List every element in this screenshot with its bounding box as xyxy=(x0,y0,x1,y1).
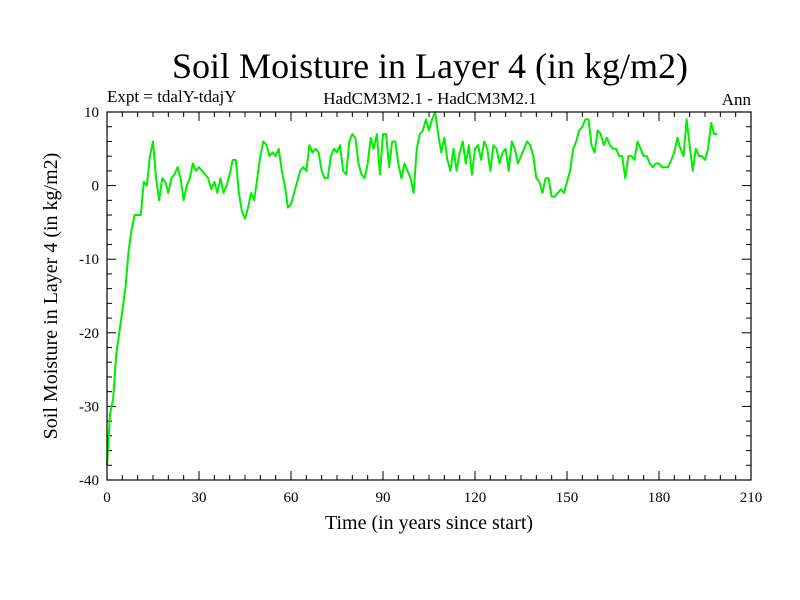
y-tick-label: -10 xyxy=(79,252,99,268)
experiment-label: Expt = tdalY-tdajY xyxy=(107,87,237,106)
x-tick-label: 210 xyxy=(740,490,763,506)
model-label: HadCM3M2.1 - HadCM3M2.1 xyxy=(323,89,536,108)
y-tick-label: -20 xyxy=(79,326,99,342)
x-axis-label: Time (in years since start) xyxy=(325,512,533,534)
axis-tick-labels: 0 30 60 90 120 150 180 210 -40 -30 -20 -10 0 10 xyxy=(79,105,762,506)
chart-title: Soil Moisture in Layer 4 (in kg/m2) xyxy=(172,46,688,86)
x-tick-label: 0 xyxy=(103,490,111,506)
y-tick-label: -30 xyxy=(79,399,99,415)
season-label: Ann xyxy=(722,90,752,109)
y-axis-label: Soil Moisture in Layer 4 (in kg/m2) xyxy=(40,153,62,440)
x-tick-label: 150 xyxy=(556,490,579,506)
x-tick-label: 60 xyxy=(284,490,299,506)
y-tick-label: -40 xyxy=(79,473,99,489)
x-tick-label: 180 xyxy=(648,490,671,506)
y-tick-label: 10 xyxy=(84,105,99,121)
x-tick-label: 90 xyxy=(376,490,391,506)
x-tick-label: 30 xyxy=(192,490,207,506)
y-tick-label: 0 xyxy=(92,179,100,195)
x-tick-label: 120 xyxy=(464,490,487,506)
series-line xyxy=(106,111,718,466)
plot-frame xyxy=(106,111,752,481)
